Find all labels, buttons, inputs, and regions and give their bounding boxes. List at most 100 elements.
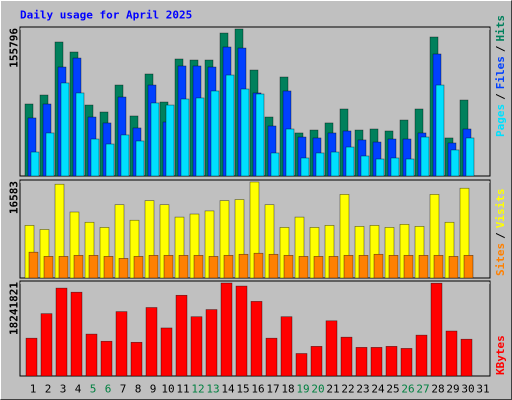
- bar: [355, 347, 368, 377]
- legend-separator: /: [494, 93, 507, 100]
- bar: [445, 330, 458, 377]
- bar: [45, 132, 55, 177]
- bar: [130, 341, 143, 377]
- x-tick-label: 14: [221, 383, 235, 396]
- bar: [403, 255, 414, 279]
- bar: [88, 255, 99, 279]
- bar: [280, 316, 293, 377]
- legend-entry: Files: [494, 56, 507, 89]
- x-tick-label: 19: [296, 383, 309, 396]
- x-tick-label: 6: [105, 383, 112, 396]
- x-tick-label: 31: [476, 383, 489, 396]
- x-tick-label: 17: [266, 383, 279, 396]
- bar: [145, 307, 158, 377]
- bar: [255, 93, 265, 177]
- bar: [370, 347, 383, 377]
- x-tick-label: 22: [341, 383, 354, 396]
- bar: [193, 255, 204, 279]
- x-tick-label: 12: [191, 383, 204, 396]
- bar: [60, 82, 70, 177]
- bar: [448, 256, 459, 279]
- legend: Sites / Visits: [494, 189, 507, 277]
- bar: [388, 255, 399, 279]
- y-max-label: 16583: [8, 181, 21, 214]
- bar: [175, 294, 188, 377]
- x-tick-label: 25: [386, 383, 399, 396]
- bar: [135, 140, 145, 177]
- x-tick-label: 16: [251, 383, 264, 396]
- bar: [178, 255, 189, 279]
- bar: [120, 134, 130, 177]
- bar: [160, 327, 173, 377]
- bar: [313, 256, 324, 279]
- bar: [435, 84, 445, 177]
- bar: [268, 253, 279, 279]
- bar: [55, 287, 68, 377]
- bar: [210, 90, 220, 177]
- bar: [205, 309, 218, 377]
- chart-title: Daily usage for April 2025: [20, 9, 192, 22]
- bar: [118, 258, 129, 279]
- bar: [85, 333, 98, 377]
- x-tick-label: 15: [236, 383, 249, 396]
- bar: [358, 255, 369, 279]
- x-tick-label: 2: [45, 383, 52, 396]
- bar: [400, 348, 413, 377]
- bar: [190, 316, 203, 377]
- bar: [58, 256, 69, 279]
- bar: [105, 143, 115, 177]
- x-tick-label: 10: [161, 383, 174, 396]
- bar: [385, 346, 398, 377]
- legend-entry: Pages: [494, 104, 507, 137]
- bar: [270, 152, 280, 177]
- x-tick-label: 23: [356, 383, 369, 396]
- x-tick-label: 4: [75, 383, 82, 396]
- bar: [373, 253, 384, 279]
- bar: [70, 291, 83, 377]
- legend: Pages / Files / Hits: [494, 15, 507, 137]
- legend-entry: Hits: [494, 15, 507, 42]
- bar: [405, 158, 415, 177]
- x-tick-label: 26: [401, 383, 414, 396]
- bar: [285, 128, 295, 177]
- bar: [30, 151, 40, 177]
- bar: [265, 337, 278, 377]
- bar: [415, 334, 428, 377]
- x-tick-label: 13: [206, 383, 219, 396]
- bar: [28, 251, 39, 279]
- bar: [295, 353, 308, 377]
- bar: [133, 256, 144, 279]
- bar: [375, 158, 385, 177]
- x-tick-label: 27: [416, 383, 429, 396]
- bar: [465, 137, 475, 177]
- bar: [360, 155, 370, 177]
- bar: [180, 98, 190, 177]
- bar: [103, 256, 114, 279]
- bar: [238, 253, 249, 279]
- x-tick-label: 8: [135, 383, 142, 396]
- bar: [40, 313, 53, 377]
- bar: [418, 255, 429, 279]
- x-tick-label: 1: [30, 383, 37, 396]
- bar: [433, 255, 444, 279]
- y-max-label: 155796: [8, 28, 21, 68]
- x-tick-label: 3: [60, 383, 67, 396]
- bar: [240, 88, 250, 177]
- x-tick-label: 9: [150, 383, 157, 396]
- bar: [225, 74, 235, 177]
- bar: [208, 256, 219, 279]
- bar: [450, 149, 460, 177]
- x-tick-label: 21: [326, 383, 339, 396]
- bar: [115, 311, 128, 377]
- bar: [235, 285, 248, 377]
- bar: [220, 282, 233, 377]
- bar: [253, 252, 264, 279]
- bar: [325, 320, 338, 377]
- x-tick-label: 28: [431, 383, 444, 396]
- bar: [330, 151, 340, 177]
- x-tick-label: 7: [120, 383, 127, 396]
- legend-entry: Visits: [494, 189, 507, 229]
- bar: [345, 146, 355, 177]
